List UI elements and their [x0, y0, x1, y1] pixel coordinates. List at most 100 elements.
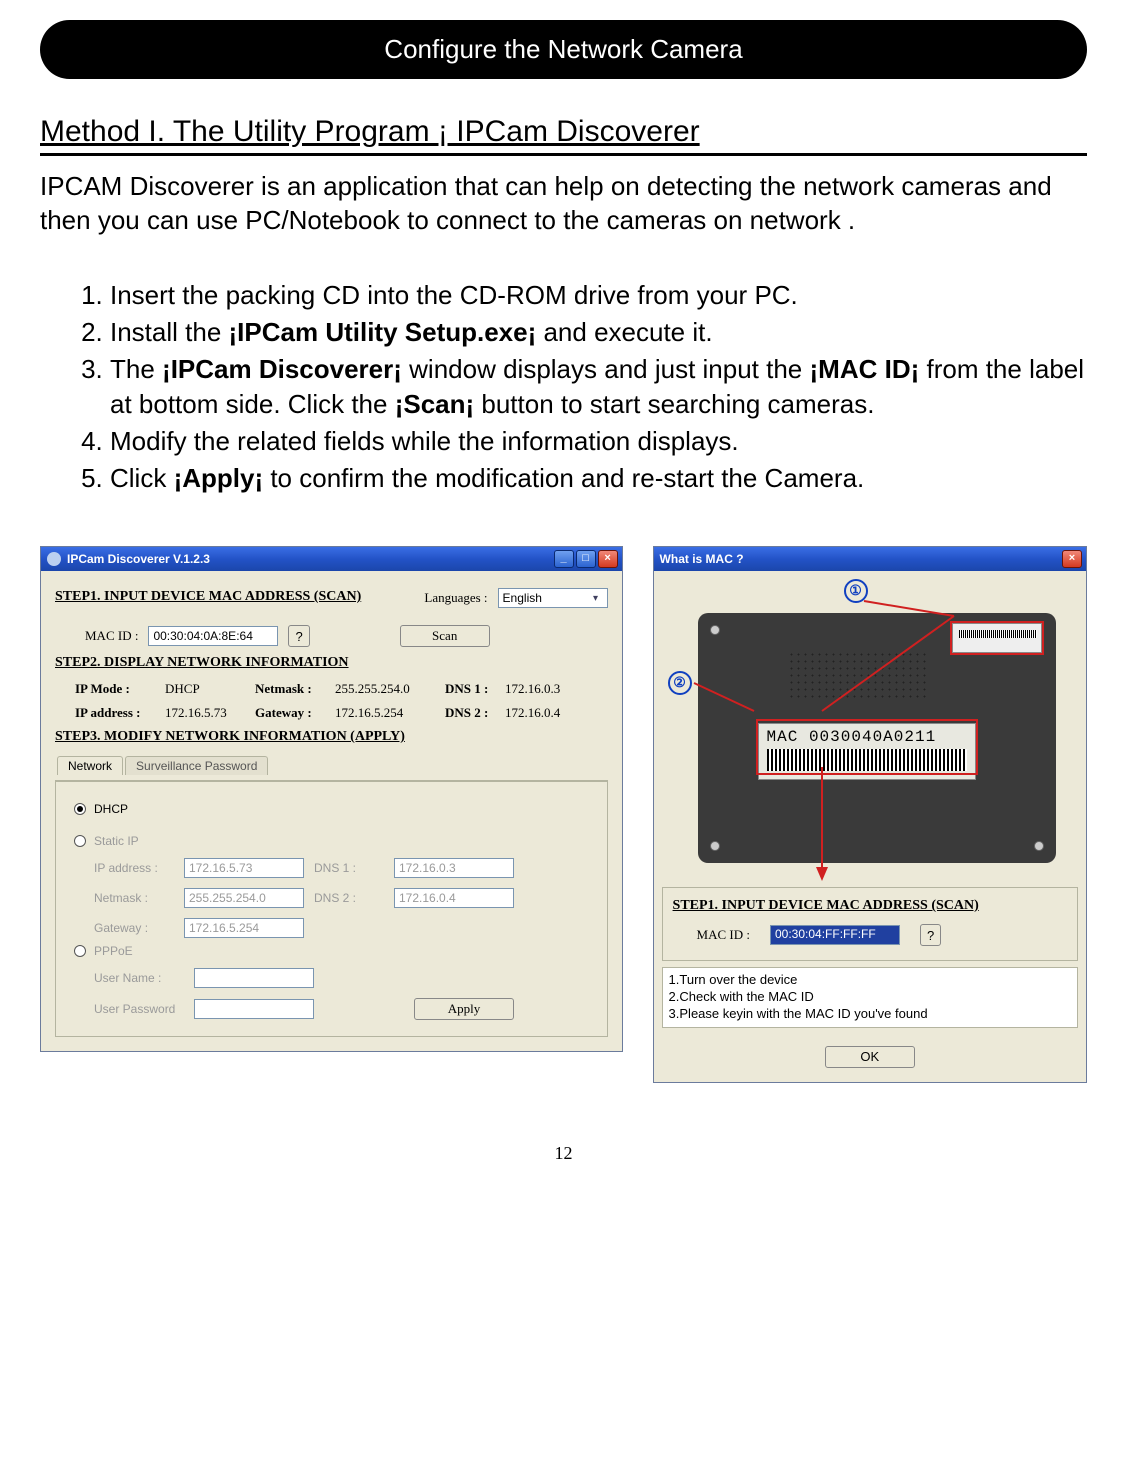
radio-pppoe-label: PPPoE — [94, 944, 133, 958]
dns1-label: DNS 1 : — [445, 681, 505, 697]
close-button[interactable]: × — [598, 550, 618, 568]
step-4: Modify the related fields while the info… — [110, 424, 1087, 459]
dns2-label: DNS 2 : — [445, 705, 505, 721]
field-username-input[interactable] — [194, 968, 314, 988]
window-title: What is MAC ? — [660, 552, 1060, 566]
screw-icon — [1034, 841, 1044, 851]
ipcam-discoverer-window: IPCam Discoverer V.1.2.3 _ □ × STEP1. IN… — [40, 546, 623, 1052]
step1-header: STEP1. INPUT DEVICE MAC ADDRESS (SCAN) — [55, 589, 424, 605]
field-gateway-input[interactable] — [184, 918, 304, 938]
ipmode-value: DHCP — [165, 681, 255, 697]
method-title: Method I. The Utility Program ¡ IPCam Di… — [40, 115, 1087, 156]
close-button[interactable]: × — [1062, 550, 1082, 568]
text: Install the — [110, 317, 229, 347]
field-netmask-input[interactable] — [184, 888, 304, 908]
page-banner: Configure the Network Camera — [40, 20, 1087, 79]
dns2-value: 172.16.0.4 — [505, 705, 595, 721]
field-dns1-input[interactable] — [394, 858, 514, 878]
macid-label: MAC ID : — [697, 927, 750, 943]
scan-button[interactable]: Scan — [400, 625, 490, 647]
text: and execute it. — [536, 317, 712, 347]
step-3: The ¡IPCam Discoverer¡ window displays a… — [110, 352, 1087, 422]
text: The — [110, 354, 162, 384]
text-bold: ¡IPCam Discoverer¡ — [162, 354, 402, 384]
red-highlight-box — [950, 621, 1044, 655]
text: button to start searching cameras. — [474, 389, 874, 419]
ipmode-label: IP Mode : — [75, 681, 165, 697]
minimize-button[interactable]: _ — [554, 550, 574, 568]
step3-header: STEP3. MODIFY NETWORK INFORMATION (APPLY… — [55, 729, 608, 745]
field-username-label: User Name : — [94, 971, 184, 985]
gateway-label: Gateway : — [255, 705, 335, 721]
text-bold: ¡Scan¡ — [395, 389, 474, 419]
text: window displays and just input the — [402, 354, 810, 384]
radio-static-label: Static IP — [94, 834, 139, 848]
radio-dhcp-label: DHCP — [94, 802, 128, 816]
text-bold: ¡MAC ID¡ — [810, 354, 920, 384]
static-ip-fields: IP address : DNS 1 : Netmask : DNS 2 : G… — [94, 858, 589, 938]
gateway-value: 172.16.5.254 — [335, 705, 445, 721]
macid-input-highlighted[interactable]: 00:30:04:FF:FF:FF — [770, 925, 900, 945]
radio-static-row[interactable]: Static IP — [74, 834, 589, 848]
radio-pppoe[interactable] — [74, 945, 86, 957]
step-1: Insert the packing CD into the CD-ROM dr… — [110, 278, 1087, 313]
page-number: 12 — [40, 1143, 1087, 1164]
screw-icon — [710, 625, 720, 635]
radio-static[interactable] — [74, 835, 86, 847]
titlebar[interactable]: What is MAC ? × — [654, 547, 1086, 571]
netmask-label: Netmask : — [255, 681, 335, 697]
languages-select[interactable]: English ▾ — [498, 588, 608, 608]
text: Click — [110, 463, 174, 493]
tab-content-network: DHCP Static IP IP address : DNS 1 : Netm… — [56, 781, 607, 1036]
network-info-grid: IP Mode : DHCP Netmask : 255.255.254.0 D… — [75, 681, 608, 721]
screw-icon — [710, 841, 720, 851]
field-dns2-label: DNS 2 : — [314, 891, 384, 905]
radio-pppoe-row[interactable]: PPPoE — [74, 944, 589, 958]
chevron-down-icon: ▾ — [589, 591, 603, 605]
steps-list: Insert the packing CD into the CD-ROM dr… — [40, 278, 1087, 497]
field-ip-label: IP address : — [94, 861, 174, 875]
radio-dhcp[interactable] — [74, 803, 86, 815]
tab-network[interactable]: Network — [57, 756, 123, 775]
window-title: IPCam Discoverer V.1.2.3 — [67, 552, 552, 566]
text-bold: ¡IPCam Utility Setup.exe¡ — [229, 317, 537, 347]
callout-1: ① — [844, 579, 868, 603]
ipaddress-value: 172.16.5.73 — [165, 705, 255, 721]
intro-paragraph: IPCAM Discoverer is an application that … — [40, 170, 1087, 238]
red-highlight-box — [756, 719, 978, 775]
ok-button[interactable]: OK — [825, 1046, 915, 1068]
field-netmask-label: Netmask : — [94, 891, 174, 905]
field-dns2-input[interactable] — [394, 888, 514, 908]
macid-help-button[interactable]: ? — [288, 625, 309, 647]
macid-label: MAC ID : — [85, 628, 138, 644]
instructions-box: 1.Turn over the device 2.Check with the … — [662, 967, 1078, 1028]
field-ip-input[interactable] — [184, 858, 304, 878]
ipaddress-label: IP address : — [75, 705, 165, 721]
step2-header: STEP2. DISPLAY NETWORK INFORMATION — [55, 655, 608, 671]
maximize-button[interactable]: □ — [576, 550, 596, 568]
step1-box: STEP1. INPUT DEVICE MAC ADDRESS (SCAN) M… — [662, 887, 1078, 961]
tab-strip: Network Surveillance Password — [57, 756, 608, 775]
instruction-line: 3.Please keyin with the MAC ID you've fo… — [669, 1006, 1071, 1023]
step-5: Click ¡Apply¡ to confirm the modificatio… — [110, 461, 1087, 496]
callout-2: ② — [668, 671, 692, 695]
field-userpwd-label: User Password — [94, 1002, 184, 1016]
macid-input[interactable] — [148, 626, 278, 646]
dns1-value: 172.16.0.3 — [505, 681, 595, 697]
radio-dhcp-row[interactable]: DHCP — [74, 802, 589, 816]
netmask-value: 255.255.254.0 — [335, 681, 445, 697]
field-dns1-label: DNS 1 : — [314, 861, 384, 875]
text: to confirm the modification and re-start… — [263, 463, 864, 493]
macid-help-button[interactable]: ? — [920, 924, 941, 946]
tab-surveillance-password[interactable]: Surveillance Password — [125, 756, 268, 775]
what-is-mac-window: What is MAC ? × ① ② ③ MAC 0030040A0211 — [653, 546, 1087, 1083]
step1-header: STEP1. INPUT DEVICE MAC ADDRESS (SCAN) — [673, 898, 1067, 914]
field-userpwd-input[interactable] — [194, 999, 314, 1019]
text-bold: ¡Apply¡ — [174, 463, 264, 493]
apply-button[interactable]: Apply — [414, 998, 514, 1020]
languages-value: English — [503, 591, 542, 605]
step-2: Install the ¡IPCam Utility Setup.exe¡ an… — [110, 315, 1087, 350]
titlebar[interactable]: IPCam Discoverer V.1.2.3 _ □ × — [41, 547, 622, 571]
instruction-line: 1.Turn over the device — [669, 972, 1071, 989]
instruction-line: 2.Check with the MAC ID — [669, 989, 1071, 1006]
